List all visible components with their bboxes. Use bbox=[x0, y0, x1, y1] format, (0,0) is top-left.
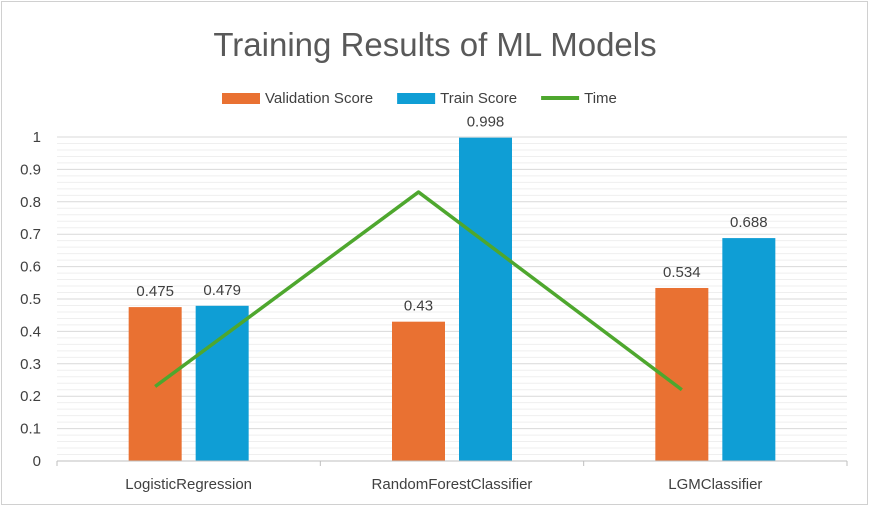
data-labels: 0.475 0.43 0.534 0.479 0.998 0.688 bbox=[136, 114, 767, 315]
y-tick-label: 0.7 bbox=[20, 226, 41, 243]
bar-train-score bbox=[459, 137, 512, 461]
x-tick-label: LogisticRegression bbox=[125, 476, 252, 493]
y-tick-label: 0.9 bbox=[20, 161, 41, 178]
data-label: 0.688 bbox=[730, 214, 768, 231]
y-tick-label: 0.4 bbox=[20, 323, 41, 340]
bars bbox=[128, 137, 776, 461]
y-tick-label: 0.2 bbox=[20, 388, 41, 405]
gridlines bbox=[57, 136, 847, 456]
data-label: 0.475 bbox=[136, 283, 174, 300]
x-tick-label: RandomForestClassifier bbox=[372, 476, 533, 493]
data-label: 0.479 bbox=[203, 282, 241, 299]
y-tick-label: 0.8 bbox=[20, 194, 41, 211]
y-tick-label: 1 bbox=[33, 129, 41, 146]
y-tick-label: 0.1 bbox=[20, 421, 41, 438]
legend-label: Time bbox=[584, 90, 617, 107]
data-label: 0.998 bbox=[467, 114, 505, 131]
bar-validation-score bbox=[128, 307, 182, 461]
y-tick-label: 0.3 bbox=[20, 356, 41, 373]
legend: Validation Score Train Score Time bbox=[222, 90, 617, 107]
y-tick-label: 0.5 bbox=[20, 291, 41, 308]
bar-train-score bbox=[722, 238, 776, 461]
legend-label: Train Score bbox=[440, 90, 517, 107]
chart-title: Training Results of ML Models bbox=[213, 26, 656, 63]
line-time bbox=[154, 190, 683, 392]
data-label: 0.43 bbox=[404, 298, 433, 315]
y-axis-ticks: 0 0.1 0.2 0.3 0.4 0.5 0.6 0.7 0.8 0.9 1 bbox=[20, 129, 41, 470]
bar-validation-score bbox=[392, 321, 445, 461]
bar-train-score bbox=[195, 305, 249, 461]
legend-label: Validation Score bbox=[265, 90, 373, 107]
x-axis: LogisticRegression RandomForestClassifier… bbox=[56, 460, 848, 493]
time-line bbox=[154, 190, 683, 392]
y-tick-label: 0.6 bbox=[20, 259, 41, 276]
x-tick-label: LGMClassifier bbox=[668, 476, 762, 493]
data-label: 0.534 bbox=[663, 264, 701, 281]
legend-swatch bbox=[222, 93, 260, 104]
y-tick-label: 0 bbox=[33, 453, 41, 470]
legend-swatch bbox=[397, 93, 436, 104]
